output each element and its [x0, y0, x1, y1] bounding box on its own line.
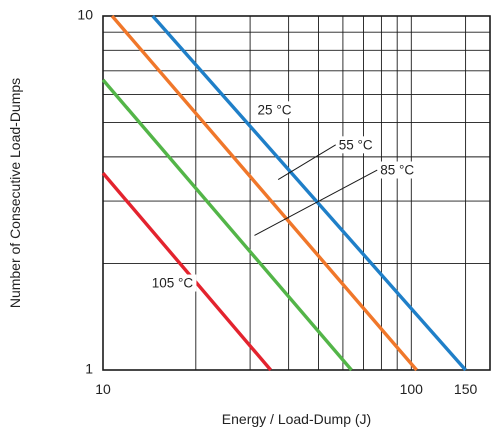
y-axis-title: Number of Consecutive Load-Dumps: [7, 78, 23, 308]
series-label-background-85-c: [377, 161, 418, 179]
series-label-background-25-c: [254, 101, 295, 119]
x-tick-label-10: 10: [95, 381, 111, 397]
series-label-background-105-c: [148, 274, 197, 292]
plot-area: [103, 16, 490, 370]
series-label-105-c: 105 °C: [152, 276, 194, 291]
x-axis-title: Energy / Load-Dump (J): [222, 411, 371, 427]
series-line-55-c: [110, 14, 418, 372]
series-line-85-c: [101, 78, 353, 372]
series-line-25-c: [151, 14, 467, 372]
leader-line-55-c: [277, 144, 336, 181]
y-tick-label-10: 10: [77, 7, 93, 23]
series-label-background-55-c: [335, 136, 376, 154]
x-tick-label-100: 100: [400, 381, 424, 397]
plot-frame: [102, 15, 491, 371]
x-tick-label-150: 150: [454, 381, 478, 397]
series-line-105-c: [101, 171, 272, 372]
leader-line-85-c: [254, 169, 378, 236]
series-label-25-c: 25 °C: [258, 102, 292, 117]
series-label-85-c: 85 °C: [380, 163, 414, 178]
series-label-55-c: 55 °C: [339, 137, 373, 152]
y-tick-label-1: 1: [85, 361, 93, 377]
